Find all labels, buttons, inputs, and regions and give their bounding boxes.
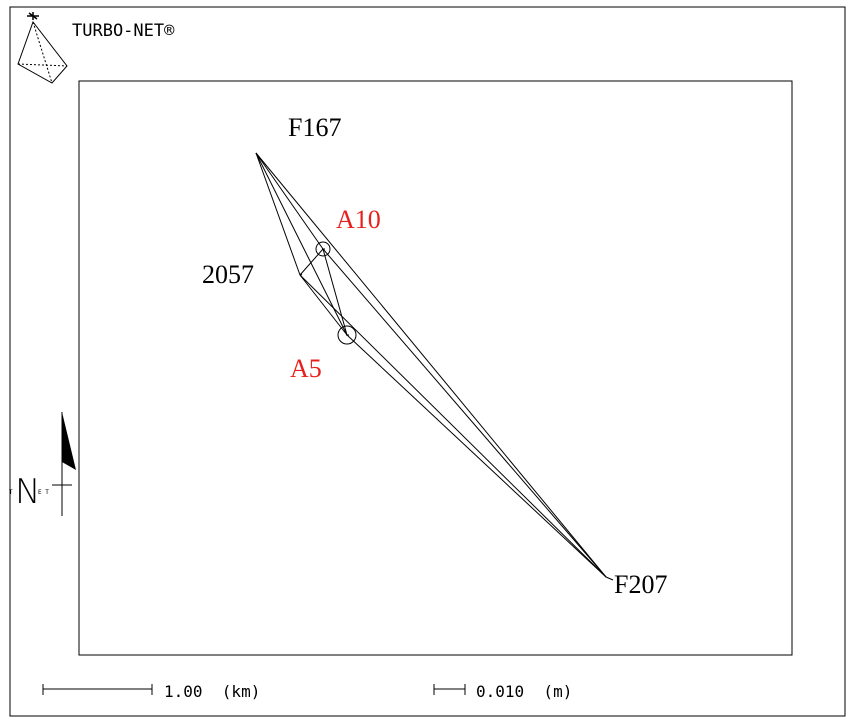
line-a10-a5	[322, 248, 348, 336]
station-label-a5: A5	[290, 354, 322, 383]
logo-text: TURBO-NET®	[72, 21, 175, 41]
error-ellipse-a5	[337, 325, 357, 345]
satellite-pyramid-icon	[17, 12, 68, 84]
line-a10-f207	[322, 248, 607, 578]
line-f167-a5	[255, 152, 348, 336]
error-ellipse-a10	[315, 241, 331, 257]
station-label-a10: A10	[336, 205, 381, 234]
north-arrow-right-letters: E T	[38, 489, 49, 496]
north-arrow: T N E T	[9, 412, 76, 516]
network-lines	[255, 152, 614, 581]
line-2057-a5	[299, 274, 348, 336]
north-arrow-n-label: N	[15, 472, 40, 512]
line-2057-a10	[299, 248, 324, 276]
distance-scale-bar	[42, 684, 153, 695]
error-ellipses	[299, 241, 357, 345]
north-arrow-head-icon	[62, 412, 76, 470]
error-scale-label: 0.010 (m)	[476, 682, 572, 701]
sheet-border	[9, 6, 846, 717]
north-arrow-left-letter: T	[9, 489, 13, 496]
line-f167-2057	[255, 152, 301, 276]
station-label-f167: F167	[288, 113, 341, 142]
line-2057-f207	[299, 274, 607, 578]
station-label-2057: 2057	[202, 260, 254, 289]
line-a5-f207	[346, 334, 607, 578]
line-f167-f207	[255, 152, 607, 578]
distance-scale-label: 1.00 (km)	[164, 682, 260, 701]
tick-f207	[605, 576, 614, 581]
station-label-f207: F207	[614, 570, 667, 599]
error-scale-bar	[433, 684, 466, 695]
turbo-net-logo: TURBO-NET®	[17, 12, 175, 84]
plot-frame	[78, 80, 793, 656]
line-f167-a10	[255, 152, 324, 250]
